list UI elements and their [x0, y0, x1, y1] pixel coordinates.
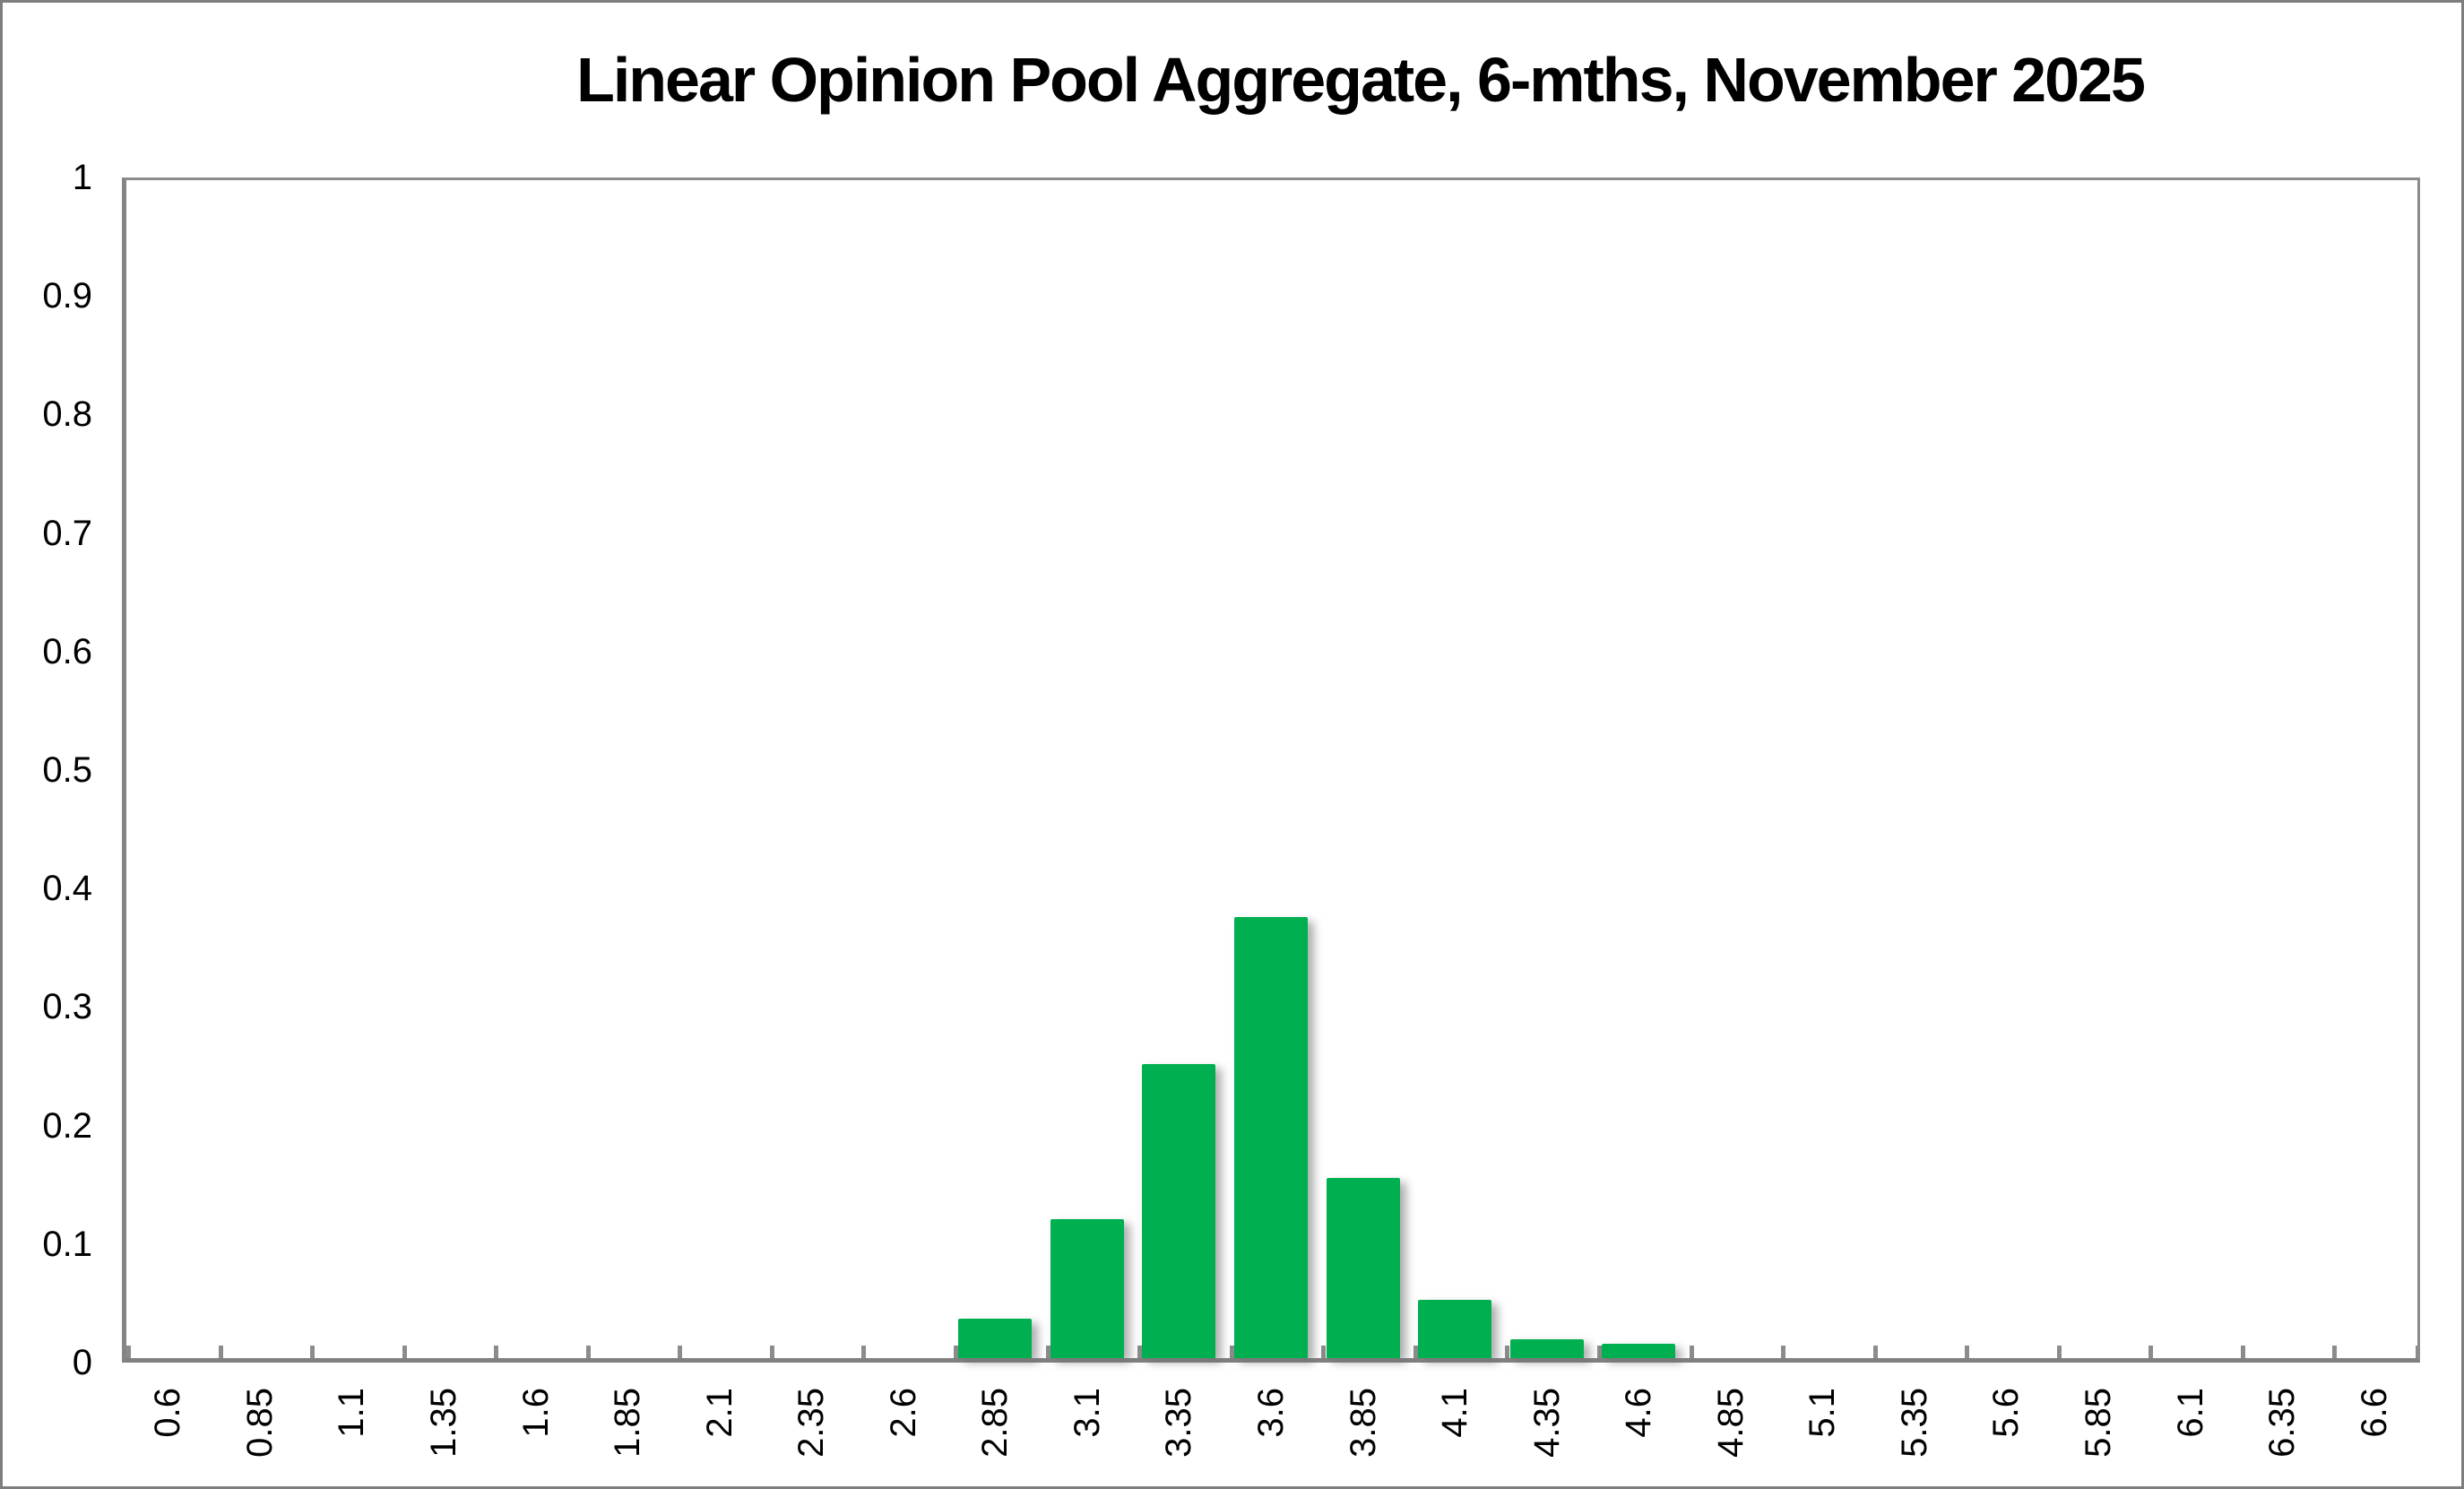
x-axis-tick-label: 2.6 [883, 1388, 923, 1438]
x-axis-tick-label: 3.6 [1251, 1388, 1291, 1438]
x-axis-tick-label: 5.1 [1803, 1388, 1843, 1438]
bar-3.6 [1234, 917, 1308, 1358]
x-axis-tick-mark [1505, 1346, 1510, 1358]
x-axis-tick-mark [310, 1346, 316, 1358]
x-axis-tick-label: 6.1 [2170, 1388, 2210, 1438]
x-axis-tick-mark [1045, 1346, 1050, 1358]
x-axis-tick-label: 2.85 [975, 1388, 1016, 1458]
x-axis-tick-mark [585, 1346, 591, 1358]
y-axis-tick-label: 0.7 [42, 513, 92, 553]
x-axis-tick-label: 4.6 [1619, 1388, 1659, 1438]
x-axis-tick-label: 5.85 [2079, 1388, 2119, 1458]
bar-3.35 [1142, 1064, 1216, 1358]
x-axis-tick-label: 1.85 [608, 1388, 648, 1458]
y-axis-tick-label: 0.9 [42, 276, 92, 316]
plot-area [122, 177, 2420, 1363]
x-axis-tick-label: 5.35 [1894, 1388, 1934, 1458]
x-axis-tick-label: 1.1 [332, 1388, 372, 1438]
x-axis-tick-label: 4.35 [1526, 1388, 1567, 1458]
x-axis-tick-label: 1.35 [423, 1388, 463, 1458]
bar-2.85 [958, 1319, 1033, 1358]
y-axis-tick-label: 0.2 [42, 1105, 92, 1146]
x-axis-tick-label: 5.6 [1986, 1388, 2027, 1438]
bar-3.1 [1050, 1219, 1124, 1358]
y-axis-tick-label: 1 [72, 158, 92, 197]
x-axis-tick-label: 3.35 [1159, 1388, 1199, 1458]
chart-title: Linear Opinion Pool Aggregate, 6-mths, N… [576, 45, 2146, 115]
x-axis-tick-mark [2416, 1346, 2420, 1358]
y-axis-tick-label: 0.6 [42, 631, 92, 671]
x-axis-tick-mark [861, 1346, 867, 1358]
x-axis-tick-label: 4.85 [1710, 1388, 1751, 1458]
x-axis-tick-label: 6.35 [2262, 1388, 2303, 1458]
x-axis-tick-label: 3.85 [1343, 1388, 1383, 1458]
x-axis-tick-mark [678, 1346, 683, 1358]
y-axis-tick-label: 0.4 [42, 869, 92, 909]
y-axis-tick-label: 0 [72, 1343, 92, 1382]
y-axis-tick-label: 0.3 [42, 987, 92, 1027]
x-axis-tick-mark [1596, 1346, 1602, 1358]
x-axis-tick-mark [1689, 1346, 1694, 1358]
x-axis-tick-label: 2.1 [699, 1388, 739, 1438]
x-axis-tick-mark [1413, 1346, 1418, 1358]
bar-3.85 [1326, 1178, 1400, 1358]
x-axis-tick-mark [218, 1346, 223, 1358]
x-axis-tick-mark [1229, 1346, 1234, 1358]
x-axis-tick-mark [494, 1346, 499, 1358]
x-axis-tick-mark [2240, 1346, 2245, 1358]
bar-4.1 [1418, 1300, 1492, 1358]
x-axis-tick-label: 0.6 [148, 1388, 188, 1438]
x-axis-tick-mark [2148, 1346, 2154, 1358]
x-axis-tick-label: 3.1 [1067, 1388, 1107, 1438]
x-axis-tick-mark [126, 1346, 131, 1358]
x-axis-tick-mark [1781, 1346, 1786, 1358]
x-axis-tick-mark [2332, 1346, 2338, 1358]
y-axis-tick-label: 0.1 [42, 1224, 92, 1264]
x-axis-tick-mark [1321, 1346, 1327, 1358]
x-axis-tick-label: 1.6 [515, 1388, 556, 1438]
y-axis-tick-label: 0.8 [42, 394, 92, 435]
x-axis-tick-label: 6.6 [2354, 1388, 2394, 1438]
x-axis-tick-mark [1137, 1346, 1143, 1358]
x-axis-tick-label: 0.85 [239, 1388, 280, 1458]
x-axis-tick-label: 4.1 [1435, 1388, 1475, 1438]
x-axis-tick-mark [1965, 1346, 1970, 1358]
x-axis-tick-mark [954, 1346, 959, 1358]
x-axis-tick-mark [2056, 1346, 2062, 1358]
x-axis-tick-mark [1872, 1346, 1878, 1358]
x-axis-tick-mark [769, 1346, 774, 1358]
y-axis-tick-label: 0.5 [42, 750, 92, 790]
x-axis-tick-mark [402, 1346, 407, 1358]
bar-4.6 [1602, 1344, 1676, 1358]
x-axis-tick-label: 2.35 [791, 1388, 832, 1458]
bar-4.35 [1509, 1338, 1584, 1358]
